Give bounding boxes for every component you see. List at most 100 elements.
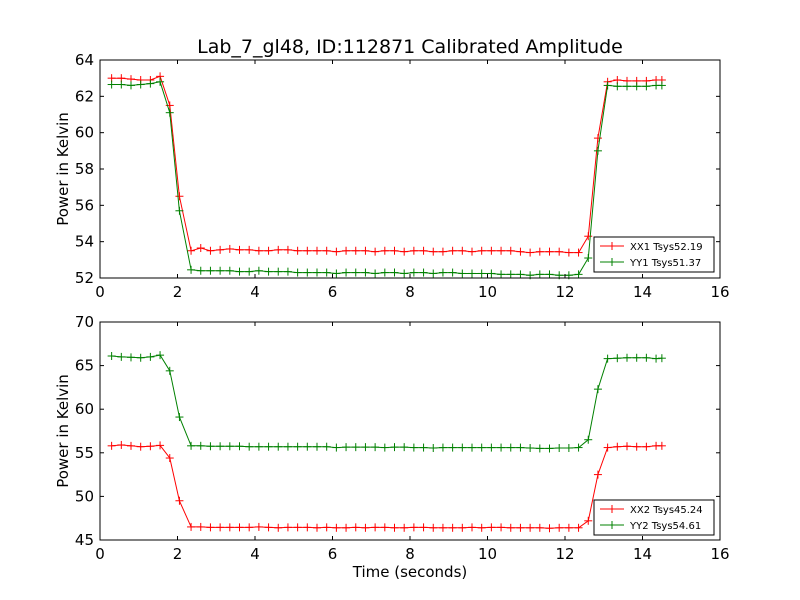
bottom-series-1-point — [136, 353, 145, 362]
bottom-x-tick-label: 14 — [633, 545, 652, 563]
bottom-series-0-point — [438, 523, 447, 532]
bottom-series-1-point — [526, 444, 535, 453]
bottom-series-1-point — [156, 351, 165, 360]
top-series-1-point — [196, 266, 205, 275]
top-series-1-point — [293, 268, 302, 277]
top-x-tick-label: 8 — [405, 283, 415, 301]
top-series-0-point — [526, 248, 535, 257]
top-series-0-point — [332, 247, 341, 256]
bottom-series-1-point — [448, 443, 457, 452]
bottom-series-0-point — [264, 523, 273, 532]
top-series-0-point — [196, 244, 205, 253]
top-panel: Lab_7_gl48, ID:112871 Calibrated Amplitu… — [54, 36, 730, 301]
bottom-series-1-point — [613, 354, 622, 363]
bottom-series-0-point — [293, 523, 302, 532]
top-series-1-point — [235, 267, 244, 276]
top-series-1-point — [380, 268, 389, 277]
top-series-1-point — [535, 270, 544, 279]
top-series-1-point — [136, 80, 145, 89]
bottom-series-1-point — [545, 444, 554, 453]
top-series-0-point — [535, 247, 544, 256]
top-y-tick-label: 62 — [75, 87, 94, 105]
bottom-series-0-point — [564, 523, 573, 532]
bottom-series-1-point — [603, 354, 612, 363]
bottom-x-tick-label: 10 — [478, 545, 497, 563]
top-series-1-point — [584, 254, 593, 263]
top-series-1-point — [264, 267, 273, 276]
bottom-series-0-point — [535, 523, 544, 532]
top-legend-box — [593, 236, 715, 273]
bottom-x-tick-label: 0 — [95, 545, 105, 563]
bottom-series-0-point — [516, 523, 525, 532]
top-plot-ticks: 0 2 4 6 8 10 12 14 16 52 54 56 58 60 62 64 — [75, 51, 730, 301]
top-series-0-point — [361, 246, 370, 255]
top-series-0-point — [564, 248, 573, 257]
top-series-0-point — [487, 246, 496, 255]
top-series-1-point — [225, 266, 234, 275]
bottom-series-0-point — [497, 523, 506, 532]
bottom-series-0-point — [380, 523, 389, 532]
bottom-series-1-point — [371, 443, 380, 452]
bottom-series-0-point — [165, 454, 174, 463]
top-series-0-point — [264, 246, 273, 255]
bottom-plot-series — [107, 351, 666, 533]
bottom-series-1-point — [216, 442, 225, 451]
bottom-series-0-point — [584, 516, 593, 525]
bottom-series-1-point — [535, 444, 544, 453]
bottom-y-tick-label: 70 — [75, 313, 94, 331]
top-series-0-point — [458, 246, 467, 255]
bottom-series-1-point — [516, 443, 525, 452]
bottom-series-0-point — [400, 523, 409, 532]
top-series-1-point — [332, 269, 341, 278]
top-x-tick-label: 6 — [328, 283, 338, 301]
top-series-1-point — [351, 268, 360, 277]
bottom-series-1-point — [487, 443, 496, 452]
top-series-1-point — [613, 82, 622, 91]
top-y-tick-label: 60 — [75, 124, 94, 142]
bottom-series-0-point — [322, 523, 331, 532]
top-series-1-point — [419, 268, 428, 277]
top-y-tick-label: 56 — [75, 196, 94, 214]
bottom-series-1-point — [342, 443, 351, 452]
top-series-0-point — [225, 244, 234, 253]
top-series-1-point — [657, 81, 666, 90]
top-series-1-point — [632, 82, 641, 91]
top-series-0-point — [283, 245, 292, 254]
top-y-tick-label: 64 — [75, 51, 94, 69]
top-series-1-point — [245, 267, 254, 276]
bottom-series-1-point — [245, 442, 254, 451]
bottom-y-tick-label: 65 — [75, 357, 94, 375]
top-series-1-point — [283, 267, 292, 276]
bottom-series-0-point — [332, 523, 341, 532]
bottom-series-0-point — [175, 496, 184, 505]
bottom-series-1-point — [380, 443, 389, 452]
legend-label-yy1: YY1 Tsys51.37 — [629, 258, 701, 269]
bottom-series-1-point — [632, 353, 641, 362]
bottom-series-0-point — [225, 523, 234, 532]
top-series-1-point — [545, 270, 554, 279]
bottom-series-line-1 — [111, 354, 662, 449]
top-series-0-point — [274, 245, 283, 254]
bottom-series-1-point — [642, 353, 651, 362]
top-series-1-point — [516, 270, 525, 279]
top-series-1-point — [574, 270, 583, 279]
top-series-0-point — [313, 246, 321, 255]
bottom-series-1-point — [593, 385, 602, 394]
top-series-0-point — [342, 246, 351, 255]
bottom-plot-ticks: 0 2 4 6 8 10 12 14 16 45 50 55 60 65 70 — [75, 313, 730, 563]
top-series-0-point — [468, 247, 476, 256]
bottom-x-tick-label: 6 — [328, 545, 338, 563]
bottom-series-1-point — [187, 441, 196, 450]
bottom-series-1-point — [419, 443, 428, 452]
top-series-1-point — [274, 267, 283, 276]
bottom-series-0-point — [545, 524, 554, 533]
bottom-series-1-point — [146, 352, 155, 361]
top-y-tick-label: 58 — [75, 160, 94, 178]
bottom-panel: 0 2 4 6 8 10 12 14 16 45 50 55 60 65 70 Power in Kelvi… — [54, 313, 730, 581]
bottom-series-1-point — [332, 443, 341, 452]
bottom-series-0-point — [526, 523, 535, 532]
bottom-series-1-point — [107, 352, 116, 361]
top-series-0-point — [448, 246, 457, 255]
top-series-1-point — [313, 268, 321, 277]
top-series-1-point — [642, 82, 651, 91]
